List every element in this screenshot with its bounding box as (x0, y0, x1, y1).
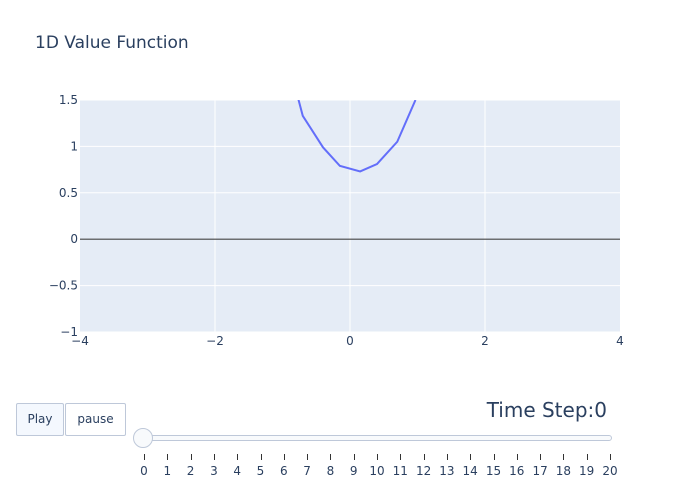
x-tick-label: 2 (481, 334, 489, 348)
y-tick-label: 1.5 (59, 93, 78, 107)
y-tick-label: −0.5 (49, 279, 78, 293)
chart-title: 1D Value Function (35, 33, 189, 53)
slider-handle[interactable] (133, 428, 153, 448)
series-line (297, 100, 417, 173)
y-tick-label: −1 (60, 325, 78, 339)
x-axis-ticks: −4 −2 0 2 4 (71, 334, 624, 348)
pause-button[interactable]: pause (65, 403, 126, 436)
x-tick-label: 0 (346, 334, 354, 348)
y-tick-label: 0.5 (59, 186, 78, 200)
y-tick-label: 1 (70, 139, 78, 153)
y-tick-label: 0 (70, 232, 78, 246)
series-layer (297, 100, 417, 173)
x-tick-label: −4 (71, 334, 89, 348)
x-tick-label: −2 (206, 334, 224, 348)
x-tick-label: 4 (616, 334, 624, 348)
y-axis-ticks: −1 −0.5 0 0.5 1 1.5 (49, 93, 78, 339)
play-button[interactable]: Play (16, 403, 64, 436)
grid-lines (80, 99, 620, 333)
time-step-slider[interactable] (143, 435, 612, 441)
